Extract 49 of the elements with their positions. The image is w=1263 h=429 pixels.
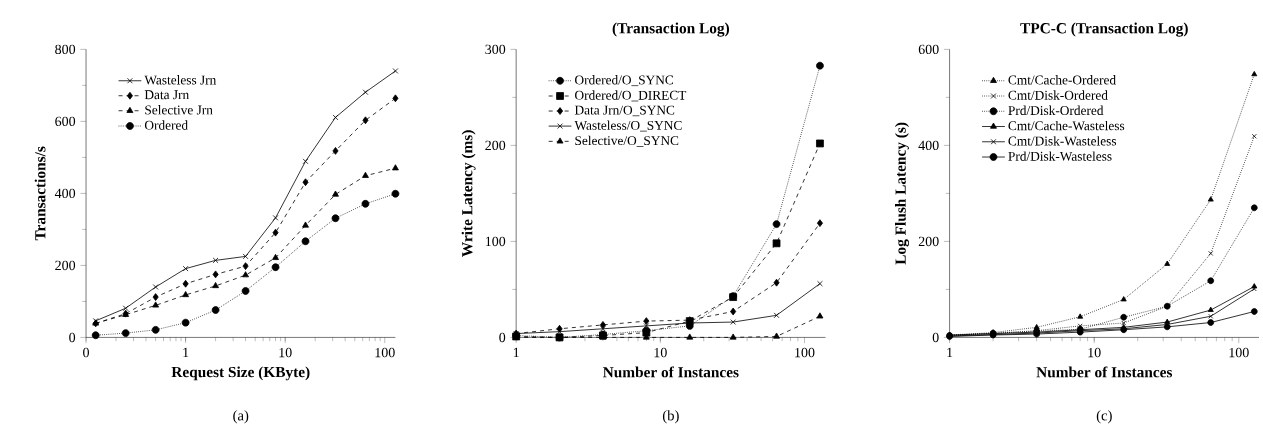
y-tick-label: 200 [55, 260, 76, 270]
legend-label: Selective/O_SYNC [575, 135, 679, 147]
text: (a) [233, 409, 249, 424]
y-tick-label: 400 [54, 188, 76, 198]
text: (c) [1096, 409, 1112, 424]
y-tick-label: 0 [932, 332, 939, 342]
x-tick-label: 1 [947, 347, 953, 357]
x-tick-label: 10 [279, 347, 292, 358]
legend-label: Data Jrn [144, 90, 189, 100]
legend-label: Ordered/O_DIRECT [575, 90, 687, 102]
x-axis-title: Number of Instances [1036, 366, 1173, 378]
x-tick-label: 10 [1088, 347, 1101, 358]
y-axis-title: Log Flush Latency (s) [894, 122, 910, 265]
legend-label: Cmt/Disk-Wasteless [1008, 135, 1117, 146]
y-axis-title: Transactions/s [34, 146, 46, 241]
y-tick-label: 200 [485, 140, 506, 150]
y-axis-title: Write Latency (ms) [461, 130, 476, 257]
text: (b) [662, 409, 679, 424]
x-axis-title: Request Size (KByte) [171, 366, 310, 381]
y-tick-label: 600 [918, 44, 939, 54]
y-tick-label: 600 [55, 116, 76, 126]
y-tick-label: 100 [485, 236, 506, 246]
legend-label: Cmt/Disk-Ordered [1008, 90, 1108, 100]
chart-title: TPC-C (Transaction Log) [1020, 22, 1188, 37]
legend-label: Prd/Disk-Ordered [1008, 105, 1104, 115]
x-tick-label: 100 [1229, 347, 1249, 358]
y-tick-label: 0 [69, 332, 76, 342]
legend-label: Ordered [144, 120, 188, 130]
legend-label: Ordered/O_SYNC [575, 74, 674, 86]
x-tick-label: 100 [795, 347, 815, 358]
x-tick-label: 100 [375, 347, 395, 358]
x-tick-label: 1 [513, 347, 519, 357]
chart-title: (Transaction Log) [612, 22, 730, 37]
x-axis-title: Number of Instances [602, 366, 739, 378]
legend-label: Prd/Disk-Wasteless [1008, 151, 1112, 161]
legend-label: Wasteless/O_SYNC [574, 120, 682, 132]
y-tick-label: 400 [918, 140, 939, 150]
legend-label: Cmt/Cache-Ordered [1008, 74, 1116, 85]
y-tick-label: 200 [918, 236, 939, 246]
y-tick-label: 0 [499, 332, 506, 342]
legend-label: Selective Jrn [145, 104, 213, 115]
x-tick-label: 10 [654, 347, 667, 358]
legend-label: Cmt/Cache-Wasteless [1008, 120, 1125, 131]
x-tick-label: 1 [183, 347, 189, 357]
legend-label: Data Jrn/O_SYNC [574, 105, 675, 116]
y-tick-label: 300 [485, 44, 506, 54]
legend-label: Wasteless Jrn [144, 74, 217, 85]
y-tick-label: 800 [55, 44, 76, 54]
x-tick-label: 0 [83, 347, 89, 358]
